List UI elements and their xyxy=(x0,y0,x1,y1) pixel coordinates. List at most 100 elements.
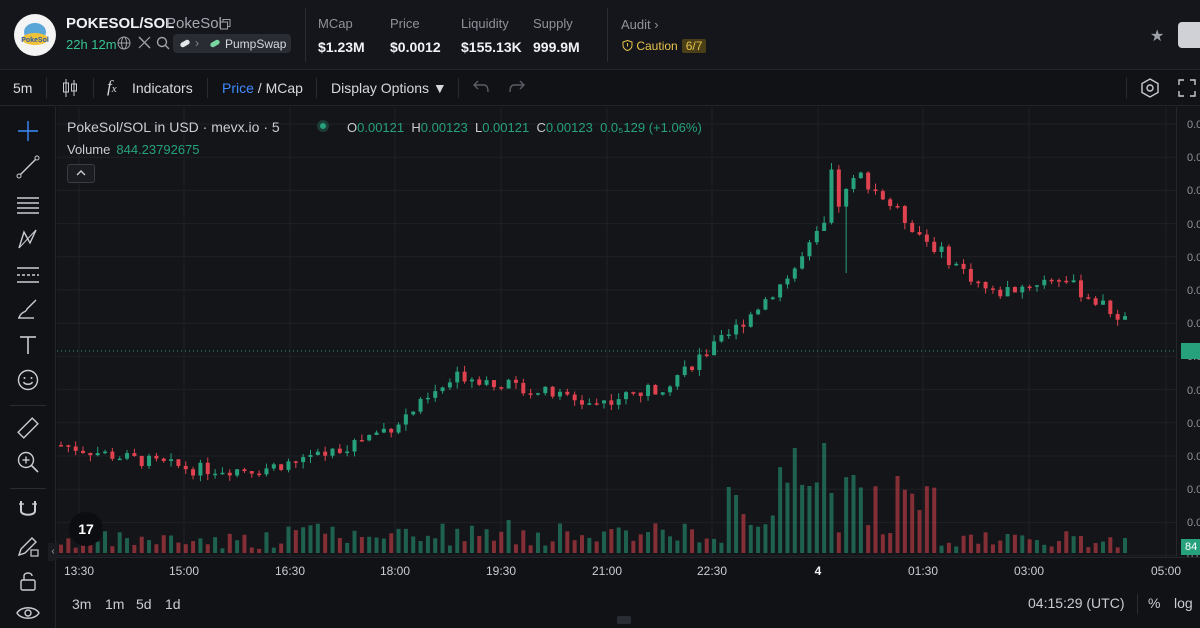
volume-bar xyxy=(227,533,232,553)
volume-bar xyxy=(990,544,995,553)
candle-body xyxy=(59,445,63,447)
candle-body xyxy=(469,379,474,382)
copy-icon[interactable] xyxy=(220,17,231,35)
volume-bar xyxy=(572,540,577,553)
price-mcap-toggle[interactable]: Price / MCap xyxy=(222,80,303,96)
chevron-up-icon xyxy=(76,170,86,176)
x-twitter-icon[interactable] xyxy=(138,36,151,54)
collapse-legend-button[interactable] xyxy=(67,164,95,183)
candle-body xyxy=(220,472,225,475)
pattern-icon[interactable] xyxy=(16,227,40,251)
drawing-lock-pencil-icon[interactable] xyxy=(16,534,40,558)
fib-retracement-icon[interactable] xyxy=(16,263,40,287)
candle-body xyxy=(851,178,856,189)
candle-body xyxy=(396,424,401,433)
volume-bar xyxy=(1049,546,1054,553)
log-scale-toggle[interactable]: log xyxy=(1174,595,1193,611)
zoom-in-icon[interactable] xyxy=(16,450,40,474)
audit-label: Audit xyxy=(621,17,651,32)
candle-body xyxy=(983,282,988,289)
volume-bar xyxy=(741,514,746,553)
candle-body xyxy=(484,380,489,385)
search-icon[interactable] xyxy=(156,36,170,55)
ruler-icon[interactable] xyxy=(16,416,40,440)
candle-body xyxy=(631,392,636,394)
text-icon[interactable] xyxy=(16,333,40,357)
candle-body xyxy=(675,375,680,387)
candle-body xyxy=(968,268,973,282)
percent-scale-toggle[interactable]: % xyxy=(1148,595,1161,611)
settings-gear-icon[interactable] xyxy=(1140,78,1160,103)
volume-bar xyxy=(198,538,203,553)
collapse-toolbar-chevron-icon[interactable]: ‹ xyxy=(48,543,58,561)
volume-bar xyxy=(484,529,489,553)
undo-icon[interactable] xyxy=(472,80,490,99)
price-axis[interactable]: 0.00.00.00.00.00.00.00.00.00.00.00.00.00… xyxy=(1176,107,1200,557)
candle-body xyxy=(1012,287,1017,293)
candle-body xyxy=(506,379,511,389)
trend-line-icon[interactable] xyxy=(16,155,40,179)
range-5d-button[interactable]: 5d xyxy=(136,596,152,612)
indicators-button[interactable]: Indicators xyxy=(132,80,193,96)
token-logo: PokeSol xyxy=(14,14,56,56)
mcap-option[interactable]: / MCap xyxy=(257,80,303,96)
volume-bar xyxy=(675,540,680,553)
range-3m-button[interactable]: 3m xyxy=(72,596,92,612)
price-chart[interactable]: PokeSol/SOL in USD · mevx.io · 5 O0.0012… xyxy=(57,107,1176,557)
lock-icon[interactable] xyxy=(16,569,40,593)
favorite-star-icon[interactable]: ★ xyxy=(1150,28,1165,45)
display-options-dropdown[interactable]: Display Options ▼ xyxy=(331,80,447,96)
candle-body xyxy=(572,394,577,401)
volume-bar xyxy=(851,475,856,553)
price-option[interactable]: Price xyxy=(222,80,254,96)
volume-bar xyxy=(103,531,108,553)
volume-bar xyxy=(668,536,673,553)
candle-body xyxy=(624,392,629,400)
stat-price-label: Price xyxy=(390,16,420,31)
brush-icon[interactable] xyxy=(16,297,40,321)
redo-icon[interactable] xyxy=(508,80,526,99)
range-1m-button[interactable]: 1m xyxy=(105,596,125,612)
candle-body xyxy=(1034,285,1039,287)
horizontal-lines-icon[interactable] xyxy=(16,193,40,217)
time-axis-label: 13:30 xyxy=(63,564,95,578)
globe-icon[interactable] xyxy=(117,36,131,55)
candle-body xyxy=(858,172,863,179)
chevron-right-icon: › xyxy=(654,17,659,32)
price-axis-label: 0.0 xyxy=(1187,152,1200,165)
volume-bar xyxy=(535,532,540,553)
resize-handle[interactable] xyxy=(617,616,631,624)
audit-caution-badge[interactable]: Caution 6/7 xyxy=(622,39,707,53)
magnet-icon[interactable] xyxy=(16,498,40,522)
candle-body xyxy=(477,379,482,385)
volume-bar xyxy=(858,487,863,553)
dex-badge[interactable]: › PumpSwap xyxy=(173,34,291,53)
volume-bar xyxy=(257,548,262,553)
function-icon[interactable]: fx xyxy=(107,77,117,96)
eye-icon[interactable] xyxy=(16,601,40,625)
candles-icon[interactable] xyxy=(61,78,79,103)
volume-bar xyxy=(565,531,570,553)
candle-body xyxy=(1027,286,1032,289)
audit-link[interactable]: Audit › xyxy=(621,17,659,32)
candle-body xyxy=(264,468,269,475)
fullscreen-icon[interactable] xyxy=(1178,79,1196,102)
volume-bar xyxy=(910,493,915,553)
toolbar-divider xyxy=(207,78,208,98)
volume-bar xyxy=(293,530,298,553)
candle-body xyxy=(763,299,768,310)
ohlc-readout: O0.00121 H0.00123 L0.00121 C0.00123 0.0₅… xyxy=(347,120,702,135)
tradingview-logo[interactable]: 17 xyxy=(69,512,103,546)
candle-body xyxy=(939,246,944,252)
volume-bar xyxy=(550,541,555,553)
crosshair-icon[interactable] xyxy=(16,119,40,143)
range-1d-button[interactable]: 1d xyxy=(165,596,181,612)
utc-clock[interactable]: 04:15:29 (UTC) xyxy=(1028,595,1125,611)
time-axis[interactable]: 13:30 15:00 16:30 18:00 19:30 21:00 22:30 4 01:3… xyxy=(57,557,1200,584)
emoji-icon[interactable] xyxy=(16,368,40,392)
chart-toolbar: 5m fx Indicators Price / MCap Display Op… xyxy=(0,70,1200,106)
volume-bar xyxy=(1027,539,1032,553)
candlestick-chart[interactable] xyxy=(57,107,1176,557)
interval-selector[interactable]: 5m xyxy=(13,80,33,96)
time-axis-label: 22:30 xyxy=(696,564,728,578)
